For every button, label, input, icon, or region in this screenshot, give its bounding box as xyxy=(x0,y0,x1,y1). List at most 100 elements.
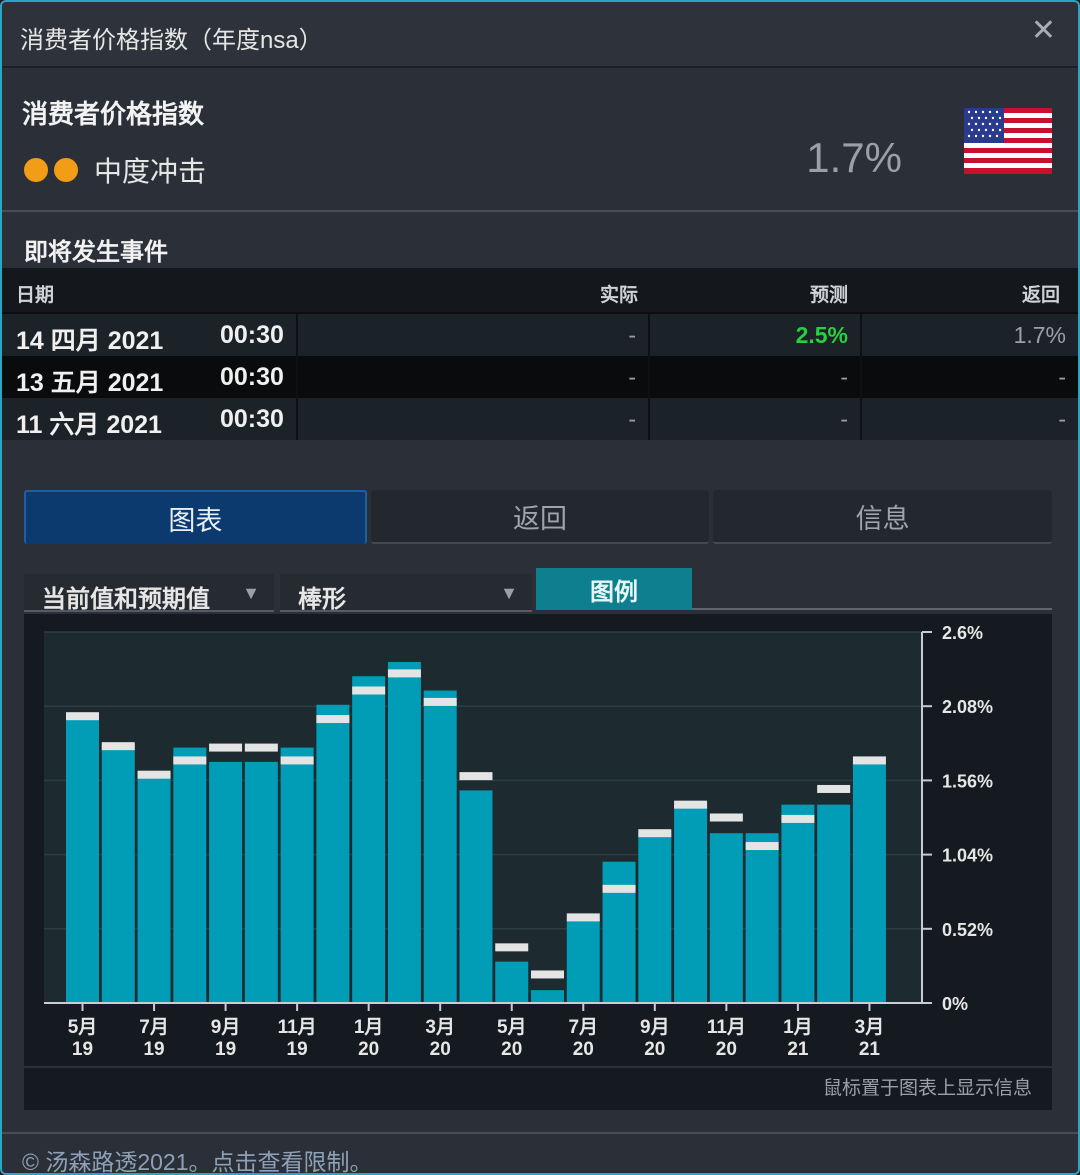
x-tick-label: 20 xyxy=(358,1039,379,1060)
y-tick-label: 2.08% xyxy=(942,697,993,717)
bar-actual xyxy=(101,744,135,1003)
bar-actual xyxy=(745,833,779,1003)
bar-actual xyxy=(531,990,565,1003)
row-previous: 1.7% xyxy=(1013,322,1066,348)
upcoming-events-title: 即将发生事件 xyxy=(24,239,168,266)
events-table: 日期 实际 预测 返回 14 四月 2021 00:30 - 2.5% 1.7%… xyxy=(2,268,1078,440)
x-tick-label: 7月 xyxy=(568,1017,598,1038)
title-bar: 消费者价格指数（年度nsa） ✕ xyxy=(2,2,1078,68)
marker-expected xyxy=(495,943,529,952)
y-tick-label: 1.56% xyxy=(942,771,993,791)
tab-info[interactable]: 信息 xyxy=(713,490,1053,544)
x-tick-label: 20 xyxy=(501,1039,522,1060)
chevron-down-icon: ▼ xyxy=(242,583,260,603)
bar-actual xyxy=(781,804,815,1003)
x-tick-label: 20 xyxy=(430,1039,451,1060)
x-tick-label: 5月 xyxy=(68,1017,98,1038)
indicator-name: 消费者价格指数 xyxy=(22,99,205,129)
series-select-value: 当前值和预期值 xyxy=(42,586,210,613)
x-tick-label: 19 xyxy=(72,1039,93,1060)
col-actual[interactable]: 实际 xyxy=(599,285,638,306)
close-icon[interactable]: ✕ xyxy=(1030,14,1056,47)
window-title: 消费者价格指数（年度nsa） xyxy=(20,27,323,54)
chart-type-select[interactable]: 棒形 ▼ xyxy=(280,574,532,613)
bar-actual xyxy=(602,861,636,1003)
marker-expected xyxy=(745,842,779,851)
row-forecast: - xyxy=(840,406,848,432)
chart-panel[interactable]: 2.6% 2.08% 1.56% 1.04% 0.52% 0% 5月 19 7月 19 9月 19 11… xyxy=(24,614,1052,1110)
x-tick-label: 3月 xyxy=(855,1017,885,1038)
x-tick-label: 7月 xyxy=(139,1017,169,1038)
x-tick-label: 19 xyxy=(143,1039,164,1060)
marker-expected xyxy=(781,814,815,823)
marker-expected xyxy=(602,884,636,893)
marker-expected xyxy=(852,756,886,765)
x-tick-label: 21 xyxy=(859,1039,881,1060)
current-value: 1.7% xyxy=(806,134,902,181)
bar-actual xyxy=(244,761,278,1003)
y-tick-label: 0% xyxy=(942,994,968,1014)
impact-dot xyxy=(24,158,48,182)
bar-actual xyxy=(566,918,600,1003)
tab-chart[interactable]: 图表 xyxy=(24,490,367,544)
bar-actual xyxy=(674,804,708,1003)
tab-history[interactable]: 返回 xyxy=(370,490,710,544)
col-forecast[interactable]: 预测 xyxy=(809,285,848,306)
bar-actual xyxy=(316,704,350,1003)
row-date: 11 六月 2021 xyxy=(16,411,162,439)
x-tick-label: 1月 xyxy=(783,1017,813,1038)
table-row[interactable]: 13 五月 2021 00:30 - - - xyxy=(2,356,1078,398)
bar-actual xyxy=(387,661,421,1003)
col-date[interactable]: 日期 xyxy=(16,285,55,306)
y-tick-label: 1.04% xyxy=(942,846,993,866)
footer: © 汤森路透2021。点击查看限制。 xyxy=(2,1132,1078,1175)
table-row[interactable]: 11 六月 2021 00:30 - - - xyxy=(2,398,1078,440)
bar-actual xyxy=(137,776,171,1003)
bar-chart[interactable]: 2.6%2.08%1.56%1.04%0.52%0%5月197月199月1911… xyxy=(24,614,1052,1064)
impact-label: 中度冲击 xyxy=(94,156,207,187)
x-tick-label: 9月 xyxy=(211,1017,241,1038)
x-tick-label: 11月 xyxy=(707,1017,746,1038)
row-forecast: - xyxy=(840,364,848,390)
copyright-link[interactable]: © 汤森路透2021。点击查看限制。 xyxy=(22,1149,373,1175)
y-tick-label: 0.52% xyxy=(942,920,993,940)
row-time: 00:30 xyxy=(220,363,284,391)
x-tick-label: 1月 xyxy=(354,1017,384,1038)
bar-actual xyxy=(209,761,243,1003)
table-header: 日期 实际 预测 返回 xyxy=(2,268,1078,314)
x-tick-label: 21 xyxy=(787,1039,809,1060)
marker-expected xyxy=(244,743,278,752)
marker-expected xyxy=(173,756,207,765)
row-actual: - xyxy=(628,364,636,390)
x-tick-label: 20 xyxy=(716,1039,737,1060)
marker-expected xyxy=(137,770,171,779)
y-tick-label: 2.6% xyxy=(942,623,983,643)
bar-actual xyxy=(495,961,529,1003)
row-actual: - xyxy=(628,322,636,348)
marker-expected xyxy=(387,669,421,678)
marker-expected xyxy=(209,743,243,752)
x-tick-label: 9月 xyxy=(640,1017,670,1038)
marker-expected xyxy=(352,686,386,695)
bar-actual xyxy=(423,690,457,1003)
marker-expected xyxy=(531,970,565,979)
view-tabs: 图表 返回 信息 xyxy=(24,490,1053,546)
legend-button[interactable]: 图例 xyxy=(536,568,692,610)
toolbar-divider xyxy=(692,608,1052,610)
bar-actual xyxy=(817,804,851,1003)
row-actual: - xyxy=(628,406,636,432)
marker-expected xyxy=(316,715,350,724)
table-row[interactable]: 14 四月 2021 00:30 - 2.5% 1.7% xyxy=(2,314,1078,356)
marker-expected xyxy=(66,712,99,721)
bar-actual xyxy=(352,676,386,1003)
bar-actual xyxy=(66,719,99,1003)
marker-expected xyxy=(566,913,600,922)
col-previous[interactable]: 返回 xyxy=(1021,285,1060,306)
divider xyxy=(24,1066,1052,1068)
bar-actual xyxy=(280,747,314,1003)
indicator-header: 消费者价格指数 中度冲击 1.7% xyxy=(2,70,1078,212)
series-select[interactable]: 当前值和预期值 ▼ xyxy=(24,574,274,613)
row-date: 14 四月 2021 xyxy=(16,327,164,355)
x-tick-label: 3月 xyxy=(425,1017,455,1038)
